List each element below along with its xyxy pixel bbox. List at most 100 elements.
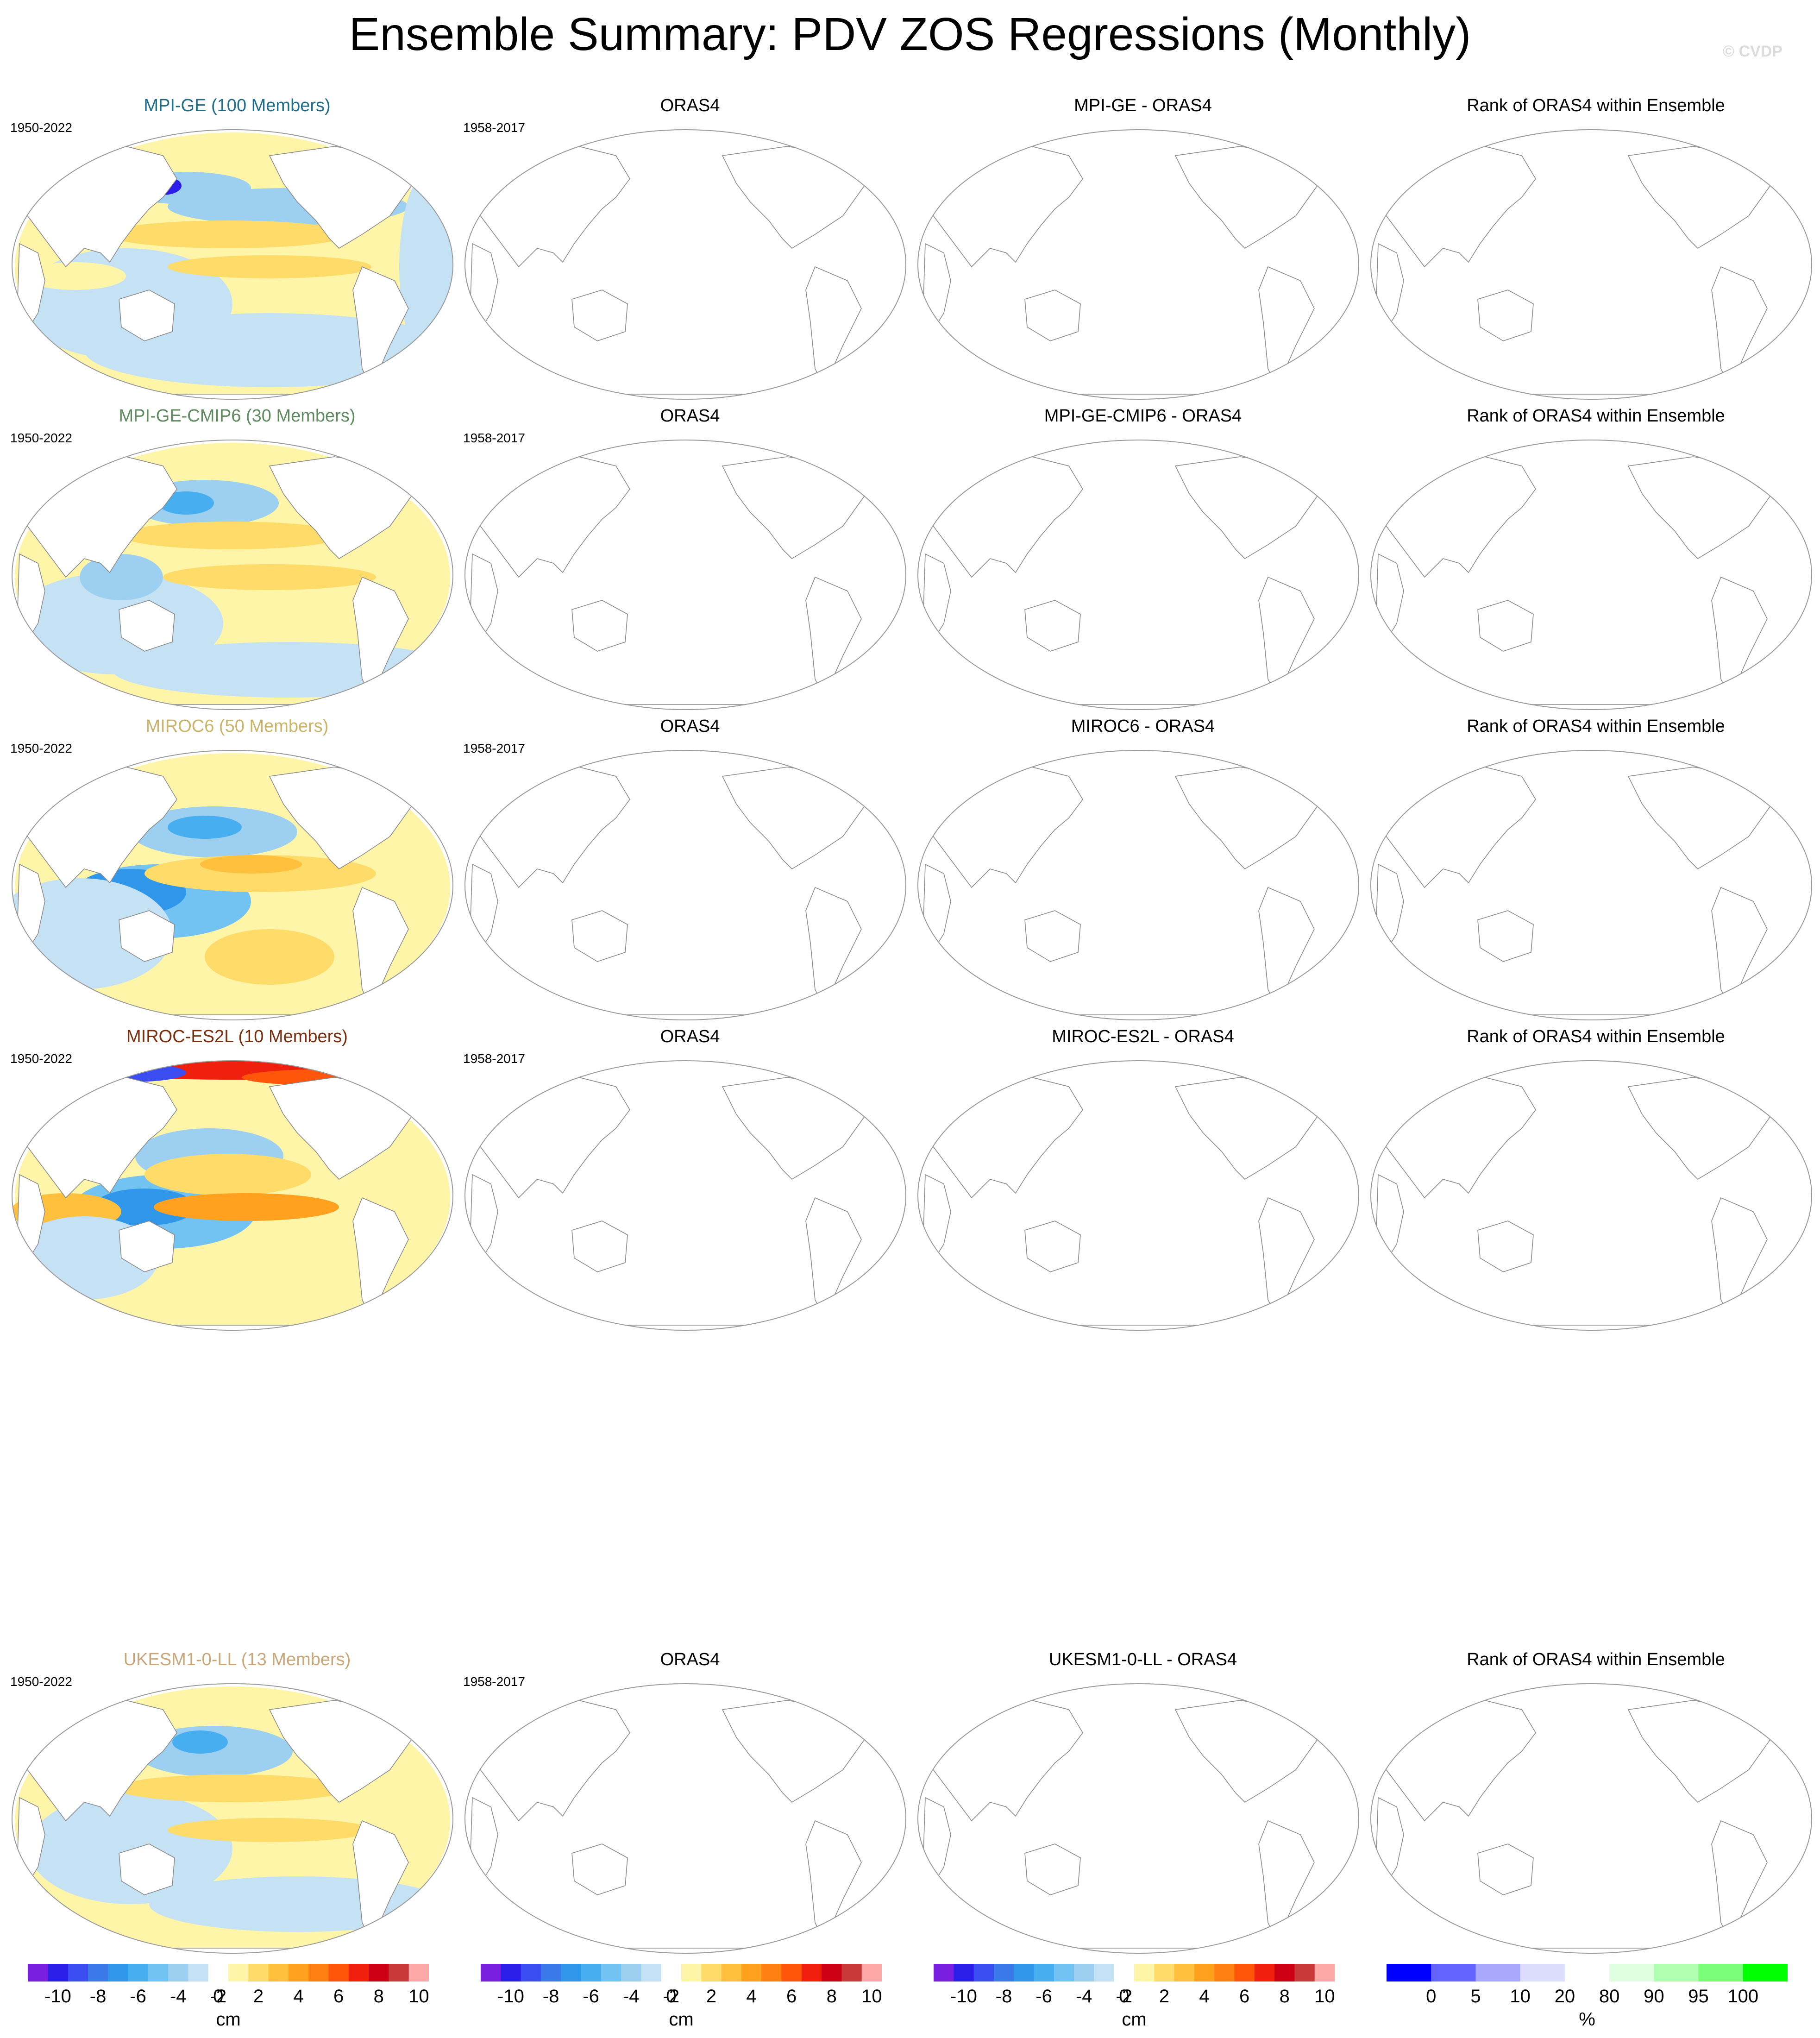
panel-title: UKESM1-0-LL (13 Members) — [123, 1650, 351, 1669]
world-map-obs — [464, 1060, 906, 1331]
land-asia — [1382, 146, 1536, 268]
land-namerica — [722, 767, 867, 870]
colorbar-swatch — [1564, 1964, 1610, 1981]
colorbar-swatch — [1698, 1964, 1744, 1981]
anomaly-field — [168, 255, 371, 278]
land-australia — [571, 289, 628, 341]
land-namerica — [1174, 456, 1320, 560]
colorbar-swatch — [561, 1964, 581, 1981]
land-antarctica — [517, 394, 854, 399]
land-antarctica — [1423, 1948, 1759, 1953]
colorbar-swatch — [1154, 1964, 1175, 1981]
panel-obs-row4: ORAS4 1958-2017 — [463, 1026, 917, 1332]
colorbar-tick-label: -2 — [663, 1986, 680, 2007]
panel-title: Rank of ORAS4 within Ensemble — [1467, 717, 1725, 736]
colorbar-tick-label: 8 — [826, 1986, 837, 2007]
land-antarctica — [970, 1948, 1306, 1953]
panel-diff-row3: MIROC6 - ORAS4 — [916, 716, 1370, 1022]
colorbar-swatch — [328, 1964, 349, 1981]
colorbar-swatch — [1387, 1964, 1431, 1981]
world-map-diff — [917, 440, 1359, 710]
world-map-rank — [1370, 129, 1812, 400]
panel-obs-row3: ORAS4 1958-2017 — [463, 716, 917, 1022]
colorbar-swatch — [501, 1964, 521, 1981]
map-border — [917, 1683, 1359, 1954]
panel-diff-row1: MPI-GE - ORAS4 — [916, 95, 1370, 401]
world-map-model — [12, 440, 453, 710]
colorbar-swatch — [48, 1964, 69, 1981]
land-australia — [119, 1220, 175, 1272]
colorbar-3: -10 -8 -6 -4 -2 0 2 4 6 8 10 cm — [934, 1964, 1350, 2038]
map-border — [12, 129, 453, 400]
colorbar-swatch — [228, 1964, 249, 1981]
world-map-obs — [464, 750, 906, 1020]
colorbar-unit: cm — [1122, 2009, 1147, 2030]
panel-diff-row2: MPI-GE-CMIP6 - ORAS4 — [916, 406, 1370, 711]
colorbar-swatch — [1475, 1964, 1521, 1981]
land-samerica — [1258, 266, 1315, 388]
land-namerica — [1627, 767, 1773, 870]
panel-title: ORAS4 — [660, 406, 720, 426]
colorbar-tick-label: 2 — [1159, 1986, 1170, 2007]
map-border — [917, 129, 1359, 400]
panel-rank-row5: Rank of ORAS4 within Ensemble — [1369, 1649, 1820, 1955]
land-samerica — [1711, 1820, 1768, 1942]
land-greenland — [837, 445, 881, 476]
land-australia — [119, 289, 175, 341]
world-map-diff — [917, 1683, 1359, 1954]
map-border — [464, 129, 906, 400]
colorbar-tick-label: 2 — [706, 1986, 717, 2007]
world-map-rank — [1370, 1683, 1812, 1954]
colorbar-swatch — [540, 1964, 561, 1981]
colorbar-unit: cm — [216, 2009, 241, 2030]
land-antarctica — [970, 1325, 1306, 1330]
colorbar-tick-label: 90 — [1644, 1986, 1664, 2007]
colorbar-swatch — [1234, 1964, 1255, 1981]
colorbar-tick-label: -6 — [583, 1986, 599, 2007]
panel-rank-row4: Rank of ORAS4 within Ensemble — [1369, 1026, 1820, 1332]
panel-title: MIROC6 (50 Members) — [145, 717, 329, 736]
land-greenland — [384, 445, 428, 476]
colorbar-tick-label: -6 — [1036, 1986, 1052, 2007]
world-map-obs — [464, 1683, 906, 1954]
panel-title: ORAS4 — [660, 717, 720, 736]
colorbar-swatch — [993, 1964, 1014, 1981]
colorbar-tick-label: -2 — [1116, 1986, 1133, 2007]
colorbar-swatch — [208, 1964, 229, 1981]
land-namerica — [1174, 1700, 1320, 1803]
colorbar-4: 0 5 10 20 80 90 95 100% — [1387, 1964, 1803, 2038]
land-namerica — [1627, 456, 1773, 560]
colorbar-swatch — [701, 1964, 722, 1981]
land-namerica — [722, 146, 867, 249]
colorbar-swatch — [721, 1964, 742, 1981]
colorbar-tick-label: 4 — [293, 1986, 304, 2007]
land-asia — [929, 1077, 1083, 1199]
colorbar-tick-label: 10 — [861, 1986, 882, 2007]
land-samerica — [1258, 1820, 1315, 1942]
colorbar-tick-label: 8 — [1279, 1986, 1290, 2007]
colorbar-tick-label: -4 — [169, 1986, 187, 2007]
colorbar-swatch — [934, 1964, 954, 1981]
anomaly-field — [168, 816, 242, 839]
colorbar-swatch — [1214, 1964, 1235, 1981]
panel-title: MPI-GE - ORAS4 — [1074, 96, 1212, 115]
land-antarctica — [1423, 1325, 1759, 1330]
land-asia — [477, 456, 630, 578]
panel-title: Rank of ORAS4 within Ensemble — [1467, 96, 1725, 115]
world-map-model — [12, 129, 453, 400]
land-namerica — [722, 456, 867, 560]
panel-title: Rank of ORAS4 within Ensemble — [1467, 406, 1725, 426]
land-namerica — [1627, 1077, 1773, 1180]
colorbar-swatch — [801, 1964, 822, 1981]
colorbar-swatches — [28, 1964, 429, 1981]
land-asia — [929, 456, 1083, 578]
panel-title: MIROC-ES2L (10 Members) — [126, 1027, 348, 1046]
land-australia — [119, 600, 175, 652]
colorbar-swatch — [661, 1964, 682, 1981]
panel-title: ORAS4 — [660, 1650, 720, 1669]
map-border — [12, 440, 453, 710]
world-map-rank — [1370, 1060, 1812, 1331]
colorbar-swatch — [1520, 1964, 1565, 1981]
land-greenland — [384, 1688, 428, 1719]
anomaly-field — [172, 1730, 228, 1754]
